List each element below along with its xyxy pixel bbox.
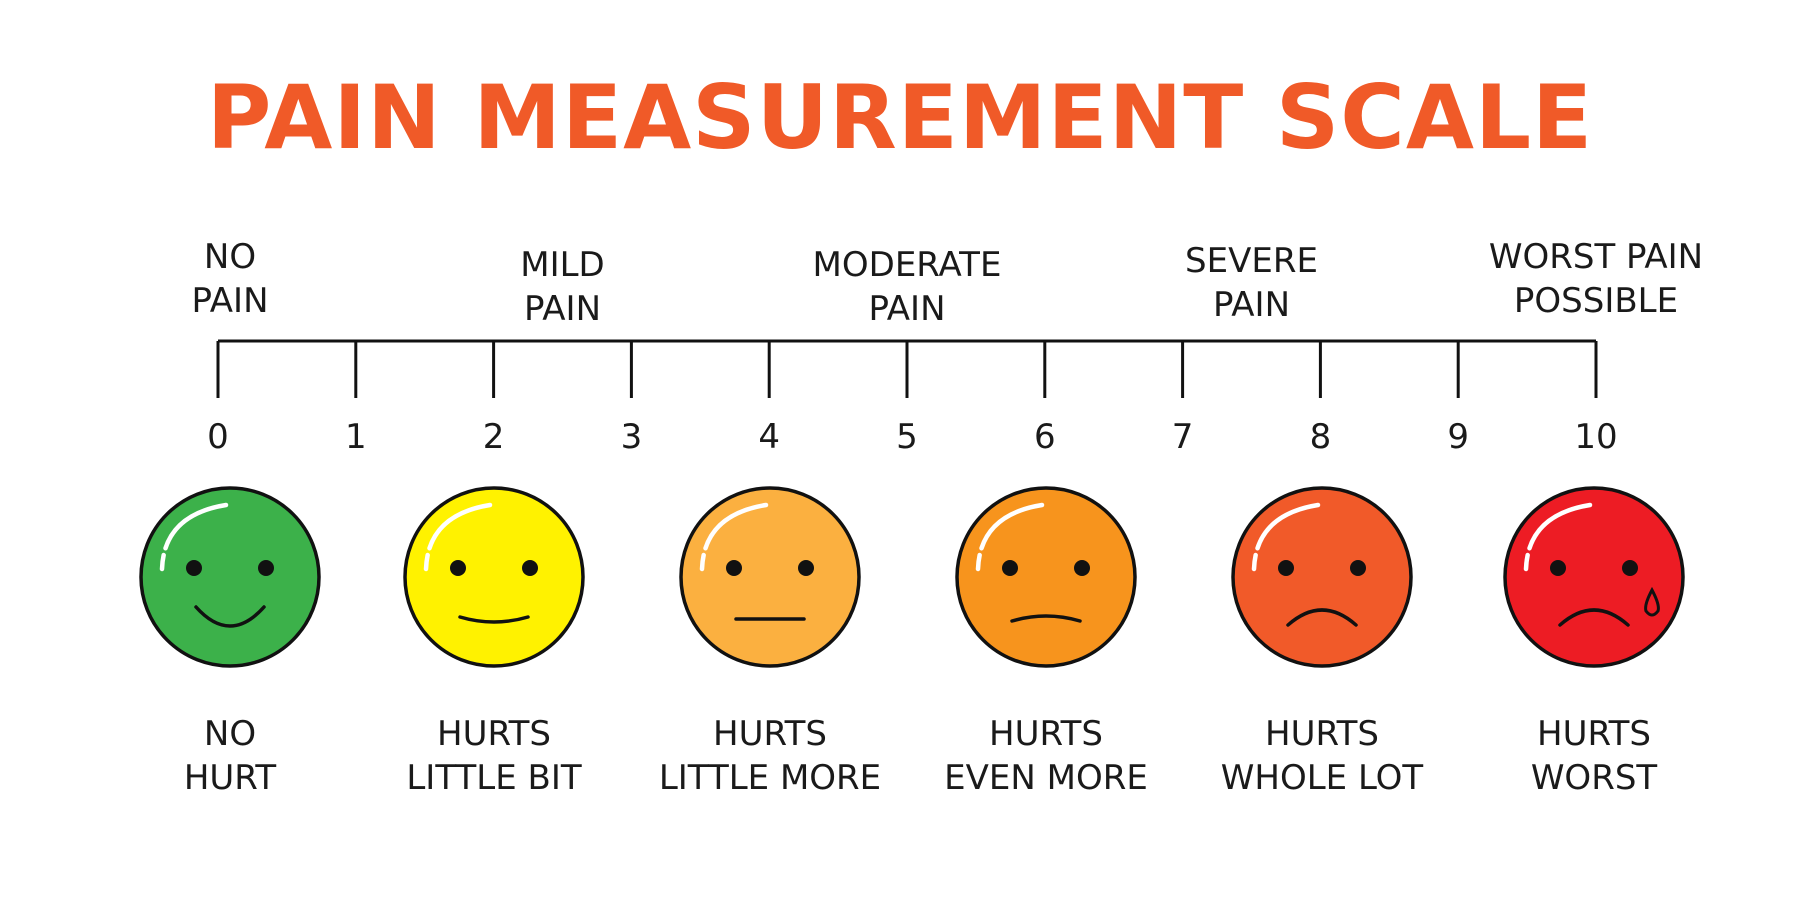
scale-tick-label-10: 10 [1574, 417, 1617, 457]
mouth [1286, 608, 1358, 627]
intensity-label-line: NO [204, 237, 256, 277]
mouth [1558, 608, 1630, 627]
scale-tick-label-1: 1 [345, 417, 367, 457]
crying-face-icon [1503, 486, 1685, 668]
face-highlight [699, 502, 769, 572]
face-circle [955, 486, 1137, 668]
face-label-line: WORST [1531, 758, 1658, 798]
intensity-labels: NOPAINMILDPAINMODERATEPAINSEVEREPAINWORS… [191, 237, 1703, 329]
left-eye [726, 560, 742, 576]
face-circle [1231, 486, 1413, 668]
face-highlight [1523, 502, 1593, 572]
scale-tick-label-8: 8 [1310, 417, 1332, 457]
slightly-smiling-face-icon [403, 486, 585, 668]
face-highlight [975, 502, 1045, 572]
neutral-face-icon [679, 486, 861, 668]
numeric-scale: 0 1 2 3 4 5 6 7 8 9 10 [207, 339, 1618, 457]
scale-ticks [216, 341, 1598, 398]
face-highlight [1251, 502, 1321, 572]
tear-icon [1644, 586, 1660, 617]
mouth [1010, 614, 1082, 623]
left-eye [1002, 560, 1018, 576]
scale-tick-label-9: 9 [1447, 417, 1469, 457]
face-label-line: HURTS [1265, 714, 1379, 754]
intensity-label-line: PAIN [191, 281, 268, 321]
scale-tick-label-2: 2 [483, 417, 505, 457]
intensity-label-line: POSSIBLE [1514, 281, 1678, 321]
right-eye [522, 560, 538, 576]
face-label-line: HURTS [989, 714, 1103, 754]
intensity-label-line: PAIN [524, 289, 601, 329]
scale-tick-label-4: 4 [758, 417, 780, 457]
left-eye [450, 560, 466, 576]
scale-tick-label-6: 6 [1034, 417, 1056, 457]
scale-tick-label-5: 5 [896, 417, 918, 457]
face-circle [139, 486, 321, 668]
face-label-line: NO [204, 714, 256, 754]
right-eye [1074, 560, 1090, 576]
face-circle [1503, 486, 1685, 668]
intensity-label-line: WORST PAIN [1489, 237, 1703, 277]
face-label-line: LITTLE MORE [659, 758, 881, 798]
scale-tick-label-7: 7 [1172, 417, 1194, 457]
intensity-label-line: MODERATE [813, 245, 1002, 285]
faces-row [139, 486, 1685, 668]
face-label-line: EVEN MORE [944, 758, 1148, 798]
frowning-face-icon [1231, 486, 1413, 668]
intensity-label-line: PAIN [1213, 285, 1290, 325]
face-label-line: HURTS [1537, 714, 1651, 754]
mouth [458, 615, 530, 624]
left-eye [1278, 560, 1294, 576]
left-eye [1550, 560, 1566, 576]
face-highlight [423, 502, 493, 572]
face-circle [403, 486, 585, 668]
face-highlight [159, 502, 229, 572]
scale-tick-labels: 0 1 2 3 4 5 6 7 8 9 10 [207, 417, 1617, 457]
page-title: PAIN MEASUREMENT SCALE [207, 66, 1593, 169]
scale-tick-label-3: 3 [621, 417, 643, 457]
right-eye [798, 560, 814, 576]
right-eye [1622, 560, 1638, 576]
face-label-line: HURT [184, 758, 277, 798]
right-eye [1350, 560, 1366, 576]
face-label-line: WHOLE LOT [1221, 758, 1424, 798]
intensity-label-line: SEVERE [1185, 241, 1318, 281]
face-label-line: HURTS [437, 714, 551, 754]
left-eye [186, 560, 202, 576]
mouth [194, 605, 266, 628]
right-eye [258, 560, 274, 576]
face-label-line: LITTLE BIT [406, 758, 581, 798]
face-label-line: HURTS [713, 714, 827, 754]
face-circle [679, 486, 861, 668]
scale-tick-label-0: 0 [207, 417, 229, 457]
slightly-frowning-face-icon [955, 486, 1137, 668]
smiling-face-icon [139, 486, 321, 668]
intensity-label-line: PAIN [868, 289, 945, 329]
intensity-label-line: MILD [520, 245, 605, 285]
